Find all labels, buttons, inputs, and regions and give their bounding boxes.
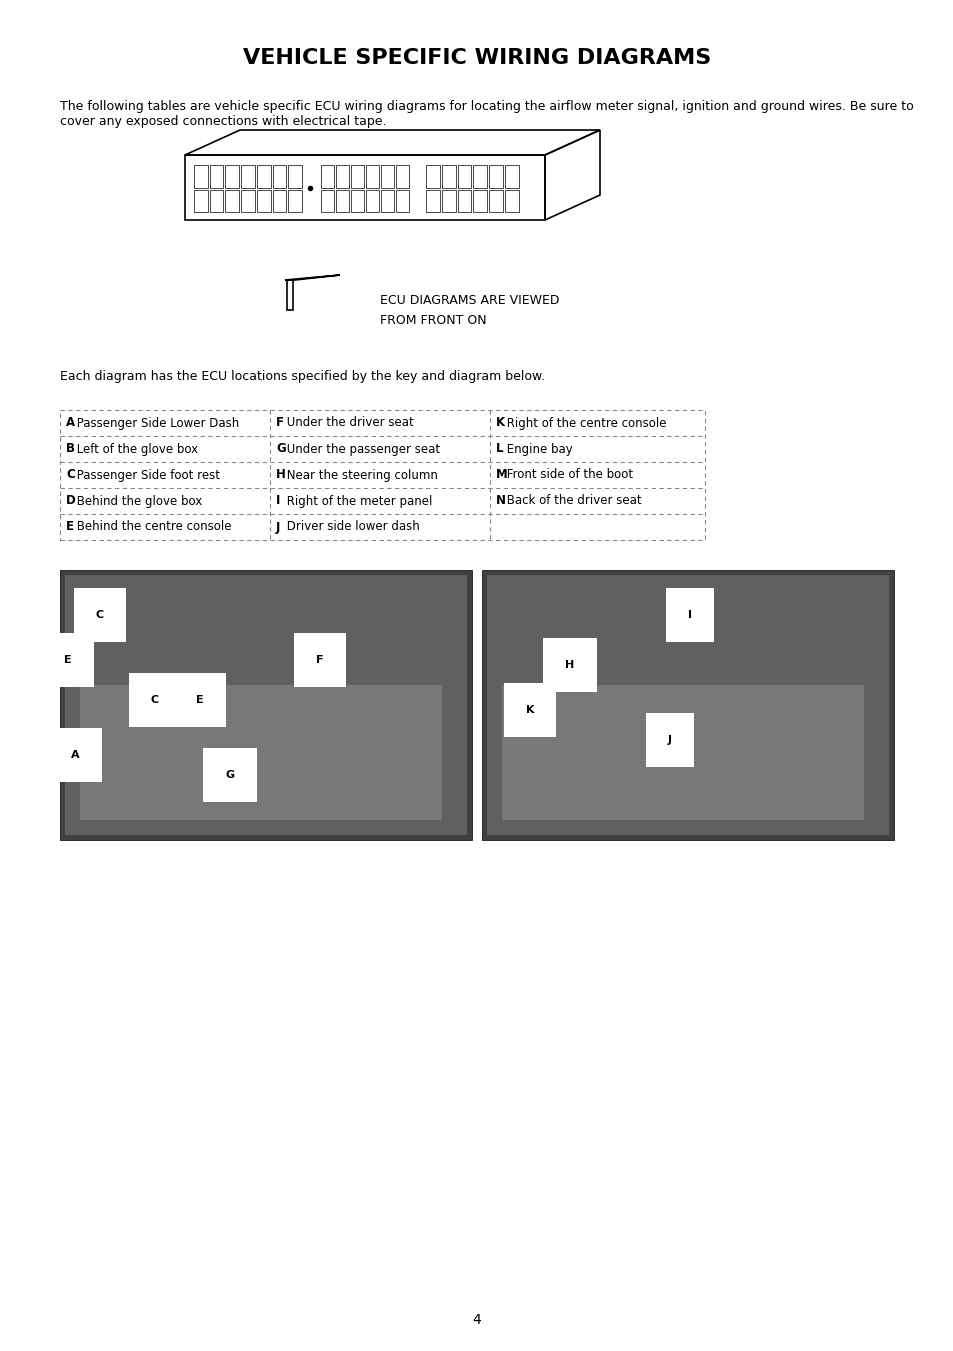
Text: Each diagram has the ECU locations specified by the key and diagram below.: Each diagram has the ECU locations speci… xyxy=(60,370,544,382)
Bar xyxy=(225,189,239,212)
Bar xyxy=(335,165,349,188)
Bar xyxy=(505,189,518,212)
Text: Behind the glove box: Behind the glove box xyxy=(73,494,202,508)
Bar xyxy=(225,165,239,188)
Bar xyxy=(60,570,472,840)
Text: J: J xyxy=(275,520,280,534)
Bar xyxy=(481,570,893,840)
Bar xyxy=(457,165,471,188)
Bar xyxy=(335,189,349,212)
Text: Near the steering column: Near the steering column xyxy=(283,469,437,481)
Bar xyxy=(193,165,208,188)
Bar xyxy=(489,189,502,212)
Text: Behind the centre console: Behind the centre console xyxy=(73,520,232,534)
Bar xyxy=(457,189,471,212)
Text: Right of the centre console: Right of the centre console xyxy=(502,416,666,430)
Bar xyxy=(473,189,487,212)
Bar xyxy=(366,165,378,188)
Bar xyxy=(441,165,456,188)
Bar xyxy=(351,165,364,188)
Text: Under the driver seat: Under the driver seat xyxy=(283,416,414,430)
Text: K: K xyxy=(496,416,504,430)
Text: Back of the driver seat: Back of the driver seat xyxy=(502,494,641,508)
Bar xyxy=(320,189,334,212)
Bar xyxy=(210,189,223,212)
Bar xyxy=(60,409,704,540)
Text: L: L xyxy=(496,443,503,455)
Bar xyxy=(288,165,302,188)
Bar xyxy=(366,189,378,212)
Bar xyxy=(426,165,439,188)
Bar xyxy=(80,685,441,820)
Bar xyxy=(241,165,254,188)
Text: H: H xyxy=(275,469,286,481)
Bar xyxy=(256,165,271,188)
Text: F: F xyxy=(275,416,284,430)
Bar xyxy=(320,165,334,188)
Text: I: I xyxy=(275,494,280,508)
Bar xyxy=(380,189,394,212)
Bar xyxy=(473,165,487,188)
Bar xyxy=(426,189,439,212)
Text: F: F xyxy=(315,655,323,665)
Bar xyxy=(489,165,502,188)
Bar xyxy=(501,685,863,820)
Text: C: C xyxy=(151,694,159,705)
Text: N: N xyxy=(496,494,505,508)
Text: B: B xyxy=(66,443,75,455)
Text: D: D xyxy=(66,494,75,508)
Bar xyxy=(273,189,286,212)
Text: E: E xyxy=(64,655,71,665)
Text: E: E xyxy=(196,694,204,705)
Text: Left of the glove box: Left of the glove box xyxy=(73,443,198,455)
Text: M: M xyxy=(496,469,507,481)
Bar xyxy=(395,189,409,212)
Text: VEHICLE SPECIFIC WIRING DIAGRAMS: VEHICLE SPECIFIC WIRING DIAGRAMS xyxy=(243,49,710,68)
Bar xyxy=(441,189,456,212)
Text: Engine bay: Engine bay xyxy=(502,443,572,455)
Bar xyxy=(256,189,271,212)
Text: K: K xyxy=(525,705,534,715)
Bar xyxy=(351,189,364,212)
Text: C: C xyxy=(96,611,104,620)
Text: ECU DIAGRAMS ARE VIEWED: ECU DIAGRAMS ARE VIEWED xyxy=(379,293,558,307)
Text: I: I xyxy=(687,611,691,620)
Bar xyxy=(65,576,467,835)
Bar xyxy=(273,165,286,188)
Bar xyxy=(210,165,223,188)
Text: G: G xyxy=(275,443,286,455)
Text: The following tables are vehicle specific ECU wiring diagrams for locating the a: The following tables are vehicle specifi… xyxy=(60,100,913,128)
Text: A: A xyxy=(66,416,75,430)
Text: G: G xyxy=(225,770,234,780)
Text: FROM FRONT ON: FROM FRONT ON xyxy=(379,313,486,327)
Text: C: C xyxy=(66,469,74,481)
Text: A: A xyxy=(71,750,79,761)
Text: Under the passenger seat: Under the passenger seat xyxy=(283,443,439,455)
Text: H: H xyxy=(565,661,574,670)
Text: Right of the meter panel: Right of the meter panel xyxy=(283,494,432,508)
Bar xyxy=(380,165,394,188)
Bar xyxy=(505,165,518,188)
Bar xyxy=(486,576,888,835)
Text: Driver side lower dash: Driver side lower dash xyxy=(283,520,419,534)
Bar xyxy=(193,189,208,212)
Text: E: E xyxy=(66,520,74,534)
Text: Passenger Side Lower Dash: Passenger Side Lower Dash xyxy=(73,416,239,430)
Bar xyxy=(395,165,409,188)
Text: Front side of the boot: Front side of the boot xyxy=(502,469,633,481)
Bar xyxy=(241,189,254,212)
Bar xyxy=(288,189,302,212)
Text: 4: 4 xyxy=(472,1313,481,1327)
Text: J: J xyxy=(667,735,671,744)
Text: Passenger Side foot rest: Passenger Side foot rest xyxy=(73,469,220,481)
